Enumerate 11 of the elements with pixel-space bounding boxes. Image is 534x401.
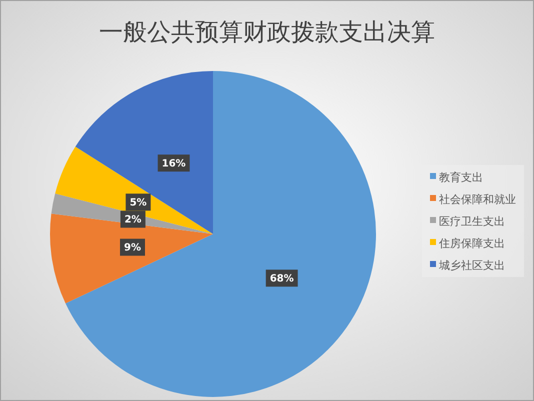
data-label: 9%	[124, 242, 141, 254]
chart-title: 一般公共预算财政拨款支出决算	[99, 18, 435, 46]
legend-label: 住房保障支出	[439, 237, 505, 250]
data-label: 2%	[124, 214, 142, 226]
legend-label: 社会保障和就业	[439, 193, 516, 206]
data-label: 68%	[270, 274, 294, 285]
legend-label: 城乡社区支出	[438, 259, 505, 272]
data-label: 16%	[162, 158, 186, 170]
legend-label: 医疗卫生支出	[439, 215, 505, 228]
data-label: 5%	[130, 198, 147, 209]
legend-label: 教育支出	[439, 171, 483, 184]
